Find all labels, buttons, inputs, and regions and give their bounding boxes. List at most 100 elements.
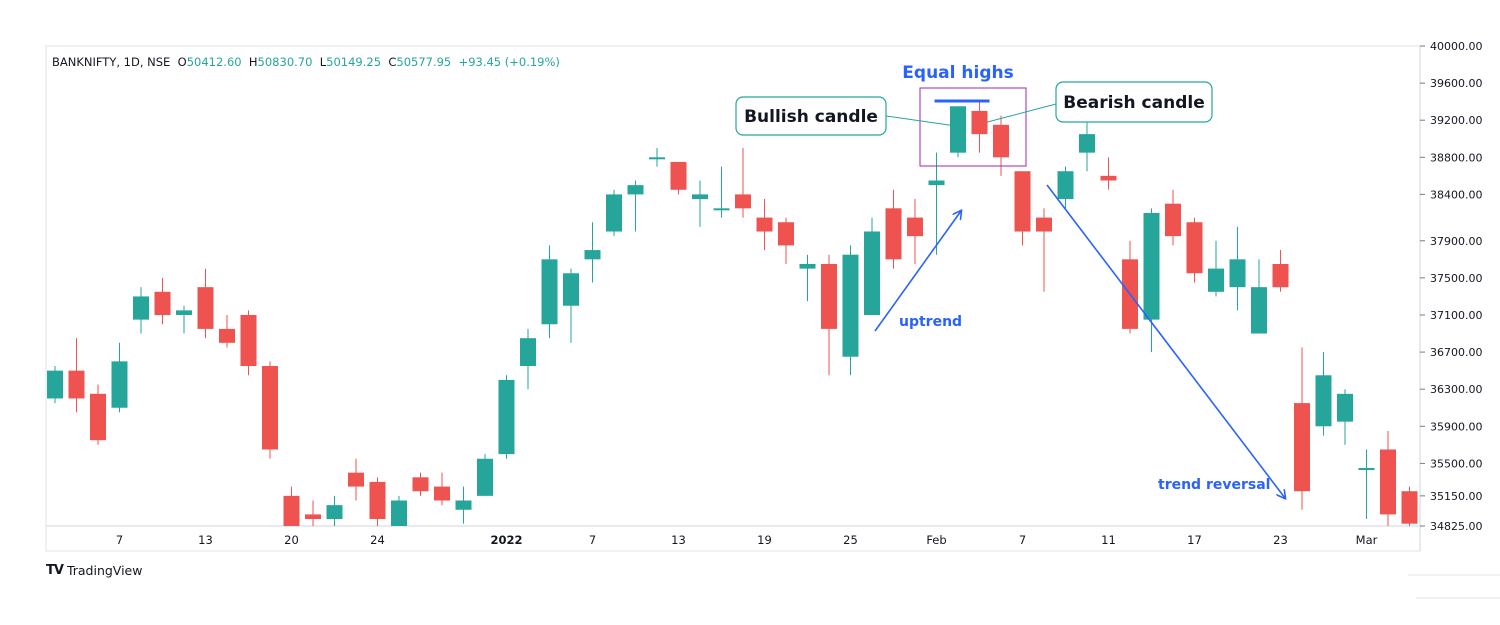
candle-body (950, 106, 966, 153)
candle (864, 217, 880, 315)
candle (713, 166, 730, 218)
candle (885, 189, 902, 269)
candle-body (283, 495, 300, 526)
price-tick-label: 37900.00 (1430, 235, 1483, 248)
candle (348, 458, 364, 501)
candle (391, 495, 407, 526)
candle (326, 495, 343, 526)
candle-body (240, 314, 257, 366)
candle (520, 328, 536, 390)
price-tick-label: 40000.00 (1430, 40, 1483, 53)
candle-body (1229, 259, 1246, 288)
candle-body (541, 259, 558, 325)
candle (219, 314, 235, 348)
candle-body (821, 263, 837, 329)
candle (477, 454, 493, 496)
bullish-candle-label: Bullish candle (744, 107, 878, 127)
time-tick-label: 13 (671, 533, 686, 547)
candle-body (262, 366, 278, 450)
candle-body (649, 157, 665, 160)
candle-body (692, 194, 708, 200)
candle-body (1208, 268, 1224, 292)
candle (434, 472, 450, 506)
candle (369, 477, 386, 526)
candle-body (1380, 449, 1396, 515)
tradingview-brand[interactable]: TV TradingView (46, 563, 142, 578)
close-value: 50577.95 (396, 55, 452, 69)
candle (606, 189, 622, 237)
candle-body (219, 328, 235, 343)
price-tick-label: 37500.00 (1430, 272, 1483, 285)
candle (842, 245, 859, 376)
time-tick-label: 25 (843, 533, 858, 547)
candle-body (735, 194, 751, 209)
candle-body (326, 505, 343, 520)
candle (993, 115, 1009, 176)
candle (950, 106, 966, 158)
candle (47, 366, 63, 404)
candle-body (842, 254, 859, 357)
close-label: C (388, 55, 397, 69)
bearish-callout-box (1055, 81, 1213, 123)
candle-body (133, 296, 149, 320)
candle-body (1036, 217, 1052, 232)
price-tick-label: 36700.00 (1430, 346, 1483, 359)
time-tick-label: 19 (757, 533, 772, 547)
candle-body (154, 291, 171, 315)
highlight-box (919, 87, 1027, 167)
candle (1229, 226, 1246, 311)
trend-reversal-label: trend reversal (1158, 477, 1270, 493)
candle-body (111, 361, 128, 408)
price-tick-label: 35150.00 (1430, 490, 1483, 503)
candle-body (1294, 403, 1310, 492)
time-tick-label: 13 (198, 533, 213, 547)
candle-body (1143, 212, 1160, 320)
candle (584, 222, 601, 283)
time-tick-label: 11 (1101, 533, 1116, 547)
uptrend-arrow (874, 211, 961, 332)
candle (1143, 208, 1160, 353)
time-tick-label: 24 (370, 533, 385, 547)
equal-highs-label: Equal highs (902, 63, 1013, 83)
time-tick-label: 23 (1273, 533, 1288, 547)
candle (305, 500, 321, 526)
candle-body (455, 500, 472, 510)
candle-body (434, 486, 450, 501)
bullish-callout-pointer (885, 115, 957, 127)
candle (262, 361, 278, 459)
candle-body (477, 458, 493, 496)
candle (1358, 449, 1375, 520)
candle (1294, 347, 1310, 510)
candle-body (1186, 222, 1203, 274)
candle (1251, 259, 1267, 334)
candle-body (713, 208, 730, 211)
candle-body (90, 393, 106, 441)
candle (649, 148, 665, 167)
price-tick-label: 35900.00 (1430, 420, 1483, 433)
candle (1100, 157, 1117, 190)
candle (455, 486, 472, 524)
candle-body (348, 472, 364, 487)
time-axis: 7 13 20 24 2022 7 13 19 25 Feb 7 11 17 23 Mar (116, 533, 1378, 547)
candle (756, 199, 773, 251)
price-tick-label: 34825.00 (1430, 520, 1483, 533)
price-tick-label: 39600.00 (1430, 77, 1483, 90)
candle-body (1014, 171, 1031, 232)
candle (1057, 166, 1074, 209)
candle (1272, 250, 1289, 292)
candle (928, 152, 945, 255)
trend-reversal-arrow (1046, 184, 1285, 498)
candle (563, 268, 579, 343)
high-value: 50830.70 (257, 55, 313, 69)
candle (692, 180, 708, 227)
candle-body (907, 217, 923, 237)
candle (240, 310, 257, 376)
price-tick-label: 37100.00 (1430, 309, 1483, 322)
candle-body (627, 185, 644, 195)
low-value: 50149.25 (326, 55, 382, 69)
candle (498, 375, 515, 459)
candle (68, 338, 85, 413)
price-tick-label: 39200.00 (1430, 114, 1483, 127)
